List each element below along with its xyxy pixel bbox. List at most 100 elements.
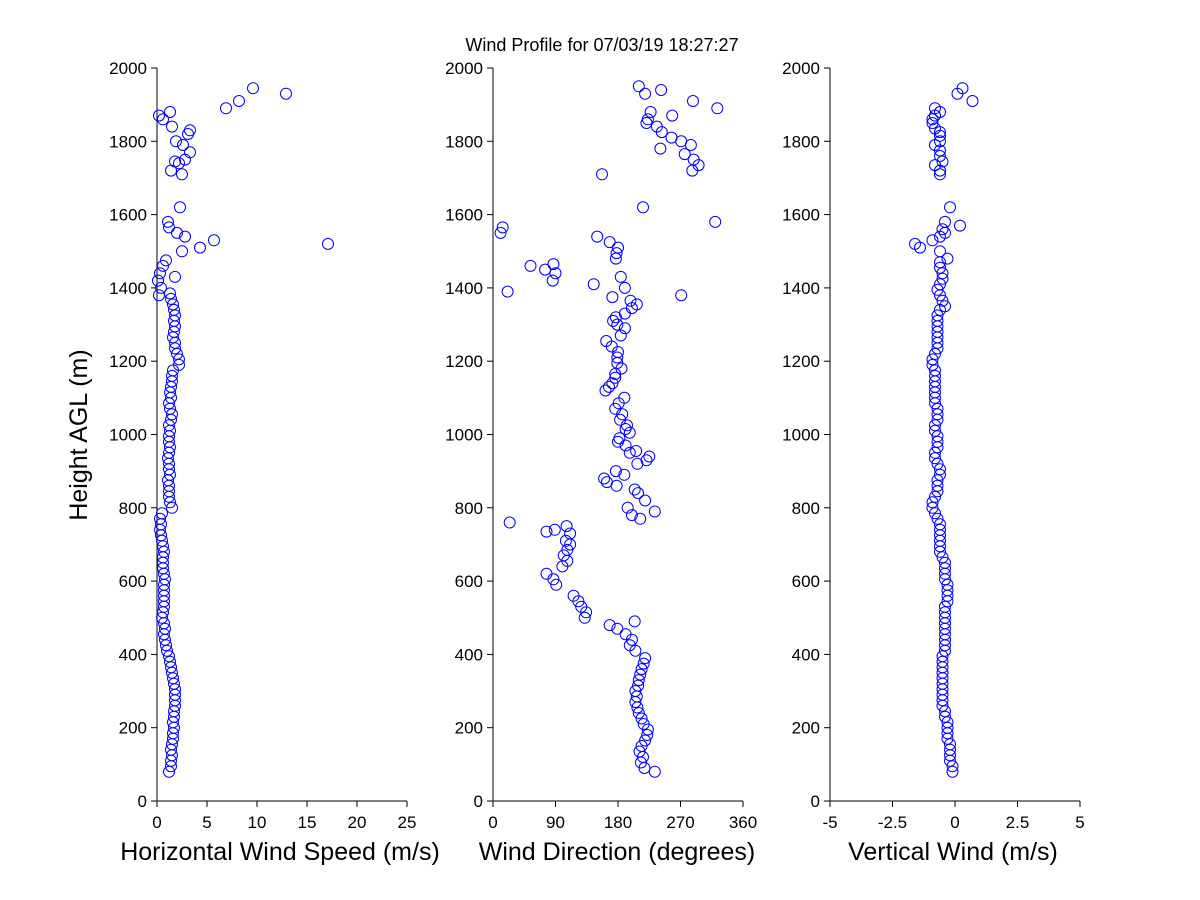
data-point bbox=[687, 95, 699, 107]
data-point bbox=[934, 523, 946, 536]
data-point bbox=[609, 371, 622, 384]
data-point bbox=[624, 294, 637, 307]
data-point bbox=[208, 234, 220, 247]
data-point bbox=[184, 146, 196, 159]
data-point bbox=[929, 490, 941, 503]
data-point bbox=[956, 82, 969, 95]
data-point bbox=[939, 556, 951, 569]
x-tick-label: 0 bbox=[950, 813, 959, 832]
y-tick-label: 1200 bbox=[445, 352, 483, 371]
data-point bbox=[166, 501, 178, 514]
data-point bbox=[914, 241, 926, 254]
data-point bbox=[247, 82, 259, 95]
data-point bbox=[931, 474, 944, 487]
data-point bbox=[618, 468, 631, 481]
data-point bbox=[611, 351, 624, 364]
x-axis-label: Vertical Wind (m/s) bbox=[848, 838, 1058, 866]
data-point bbox=[503, 516, 516, 529]
data-point bbox=[934, 135, 946, 148]
y-tick-label: 1800 bbox=[782, 132, 820, 151]
x-tick-label: -2.5 bbox=[878, 813, 907, 832]
y-tick-label: 1000 bbox=[782, 426, 820, 445]
data-point bbox=[941, 584, 954, 597]
data-point bbox=[686, 164, 699, 177]
data-point bbox=[630, 445, 643, 457]
data-point bbox=[559, 534, 572, 547]
data-point bbox=[934, 468, 946, 481]
data-point bbox=[934, 518, 946, 531]
data-point bbox=[637, 657, 650, 670]
data-point bbox=[929, 347, 941, 360]
data-point bbox=[280, 87, 292, 100]
x-axis-label: Wind Direction (degrees) bbox=[479, 838, 756, 866]
data-point bbox=[939, 215, 951, 228]
data-point bbox=[152, 274, 164, 287]
y-axis-label: Height AGL (m) bbox=[65, 349, 93, 520]
data-point bbox=[154, 267, 166, 280]
data-point bbox=[155, 281, 167, 294]
data-point bbox=[929, 424, 941, 437]
data-point bbox=[606, 291, 619, 304]
data-point bbox=[164, 106, 176, 118]
data-point bbox=[931, 314, 944, 327]
x-tick-label: 10 bbox=[248, 813, 267, 832]
data-point bbox=[944, 201, 956, 214]
data-point bbox=[623, 426, 636, 439]
data-point bbox=[936, 551, 949, 564]
data-point bbox=[934, 150, 946, 162]
y-tick-label: 0 bbox=[138, 792, 147, 811]
data-point bbox=[628, 483, 641, 496]
data-point bbox=[166, 120, 178, 133]
data-point bbox=[153, 109, 165, 122]
data-point bbox=[939, 300, 951, 313]
data-point bbox=[611, 622, 624, 635]
y-tick-label: 1600 bbox=[782, 206, 820, 225]
data-point bbox=[941, 716, 954, 729]
data-point bbox=[643, 450, 656, 463]
data-point bbox=[165, 292, 177, 305]
data-point bbox=[194, 241, 206, 254]
data-point bbox=[220, 102, 232, 115]
data-point bbox=[164, 655, 176, 668]
data-point bbox=[233, 95, 245, 107]
data-point bbox=[644, 106, 657, 118]
x-tick-label: 90 bbox=[546, 813, 565, 832]
data-point bbox=[926, 113, 939, 126]
data-point bbox=[639, 652, 652, 665]
data-point bbox=[619, 439, 632, 452]
data-point bbox=[166, 408, 178, 421]
data-point bbox=[934, 463, 946, 476]
y-tick-label: 200 bbox=[119, 719, 147, 738]
data-point bbox=[157, 259, 169, 272]
data-point bbox=[634, 668, 647, 681]
data-point bbox=[941, 721, 954, 734]
data-point bbox=[931, 430, 944, 443]
data-point bbox=[934, 261, 946, 274]
data-point bbox=[926, 234, 939, 247]
data-point bbox=[931, 512, 944, 525]
y-tick-label: 800 bbox=[119, 499, 147, 518]
data-point bbox=[929, 446, 941, 459]
data-point bbox=[179, 153, 191, 166]
y-tick-label: 1000 bbox=[109, 426, 147, 445]
y-tick-label: 1400 bbox=[445, 279, 483, 298]
data-point bbox=[634, 512, 647, 525]
y-tick-label: 600 bbox=[792, 572, 820, 591]
data-point bbox=[171, 226, 183, 239]
data-point bbox=[548, 523, 561, 536]
data-point bbox=[936, 223, 949, 236]
data-point bbox=[934, 168, 946, 181]
data-point bbox=[929, 369, 941, 382]
data-point bbox=[564, 527, 577, 540]
data-point bbox=[650, 120, 663, 133]
data-point bbox=[926, 117, 939, 129]
y-tick-label: 1600 bbox=[445, 206, 483, 225]
x-tick-label: 20 bbox=[348, 813, 367, 832]
x-tick-label: 5 bbox=[202, 813, 211, 832]
data-point bbox=[154, 512, 166, 525]
data-point bbox=[939, 710, 951, 723]
data-point bbox=[623, 639, 636, 652]
data-point bbox=[929, 122, 941, 135]
data-point bbox=[936, 294, 949, 307]
